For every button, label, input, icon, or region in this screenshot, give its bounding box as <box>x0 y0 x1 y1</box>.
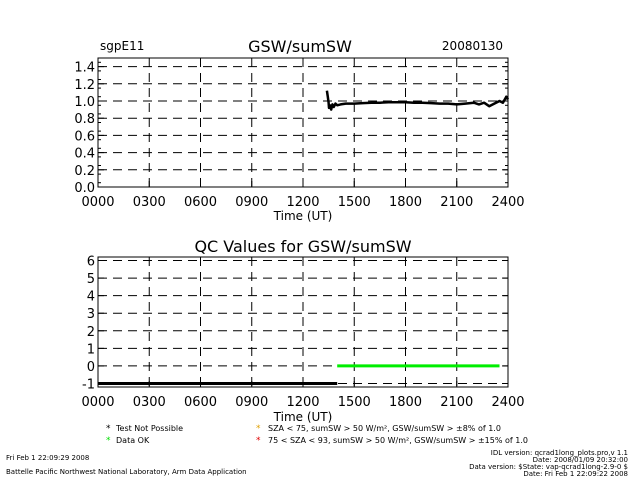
x-tick-label: 1200 <box>286 195 319 210</box>
x-tick-label: 1200 <box>286 395 319 410</box>
x-tick-label: 0300 <box>133 195 166 210</box>
x-tick-label: 2100 <box>440 195 473 210</box>
legend-text-sza-75-93: 75 < SZA < 93, sumSW > 50 W/m², GSW/sumS… <box>268 436 528 445</box>
legend-text-sza-75: SZA < 75, sumSW > 50 W/m², GSW/sumSW > ±… <box>268 424 501 433</box>
x-tick-label: 0300 <box>133 395 166 410</box>
footer-org: Battelle Pacific Northwest National Labo… <box>6 468 247 476</box>
x-tick-label: 0900 <box>235 195 268 210</box>
legend-text-test-not-possible: Test Not Possible <box>115 424 183 433</box>
legend-symbol-data-ok: * <box>106 436 111 446</box>
y-tick-label: 0 <box>87 360 95 375</box>
y-tick-label: 1 <box>87 342 95 357</box>
y-tick-label: 2 <box>87 325 95 340</box>
top-chart: 0.0 0.2 0.4 0.6 0.8 1.0 1.2 1.4 0000 0300 0600 090… <box>74 57 525 223</box>
y-tick-label: 1.0 <box>74 95 95 110</box>
legend-symbol-sza-75-93: * <box>256 436 261 446</box>
footer-data-version: Data version: $State: vap-qcrad1long-2.9… <box>469 463 628 471</box>
y-tick-label: 4 <box>87 290 95 305</box>
x-tick-label: 1800 <box>389 395 422 410</box>
x-tick-label: 2400 <box>491 395 524 410</box>
bottom-chart-series <box>98 364 500 385</box>
top-chart-ticks <box>97 61 509 188</box>
footer-date: Fri Feb 1 22:09:29 2008 <box>6 454 89 462</box>
y-tick-label: 0.4 <box>74 147 95 162</box>
legend: * Test Not Possible * Data OK * SZA < 75… <box>106 424 528 446</box>
bottom-chart-xlabel: Time (UT) <box>273 410 333 424</box>
y-tick-label: 6 <box>87 255 95 270</box>
y-tick-label: 0.8 <box>74 112 95 127</box>
bottom-chart-x-tick-labels: 0000 0300 0600 0900 1200 1500 1800 2100 2400 <box>81 395 524 410</box>
y-tick-label: 0.6 <box>74 129 95 144</box>
legend-symbol-sza-75: * <box>256 424 261 434</box>
x-tick-label: 2100 <box>440 395 473 410</box>
y-tick-label: 5 <box>87 272 95 287</box>
y-tick-label: 0.2 <box>74 164 95 179</box>
bottom-chart: -1 0 1 2 3 4 5 6 0000 0300 0600 0900 1200 1500 1800 21… <box>81 255 524 424</box>
top-chart-title: GSW/sumSW <box>248 37 352 56</box>
x-tick-label: 0600 <box>184 395 217 410</box>
date-label: 20080130 <box>442 39 503 53</box>
series-line <box>325 90 510 111</box>
top-chart-xlabel: Time (UT) <box>273 209 333 223</box>
y-tick-label: 1.2 <box>74 78 95 93</box>
x-tick-label: 0000 <box>81 395 114 410</box>
top-chart-y-tick-labels: 0.0 0.2 0.4 0.6 0.8 1.0 1.2 1.4 <box>74 61 95 196</box>
x-tick-label: 1500 <box>338 195 371 210</box>
top-chart-x-tick-labels: 0000 0300 0600 0900 1200 1500 1800 2100 2400 <box>81 195 524 210</box>
x-tick-label: 1500 <box>338 395 371 410</box>
footer-idl-date: Date: 2008/01/09 20:32:00 <box>533 456 628 464</box>
footer-run-date: Date: Fri Feb 1 22:09:22 2008 <box>523 470 628 478</box>
bottom-chart-grid <box>98 257 508 387</box>
y-tick-label: 1.4 <box>74 61 95 76</box>
y-tick-label: 3 <box>87 307 95 322</box>
footer-idl-version: IDL version: qcrad1long_plots.pro,v 1.1 <box>491 449 628 457</box>
x-tick-label: 2400 <box>491 195 524 210</box>
bottom-chart-title: QC Values for GSW/sumSW <box>194 237 411 256</box>
y-tick-label: -1 <box>82 377 95 392</box>
x-tick-label: 0000 <box>81 195 114 210</box>
site-label: sgpE11 <box>100 39 144 53</box>
x-tick-label: 0600 <box>184 195 217 210</box>
top-chart-grid <box>98 58 508 188</box>
legend-symbol-test-not-possible: * <box>106 424 111 434</box>
bottom-chart-y-tick-labels: -1 0 1 2 3 4 5 6 <box>82 255 95 393</box>
top-chart-series <box>325 90 510 111</box>
y-tick-label: 0.0 <box>74 181 95 196</box>
x-tick-label: 1800 <box>389 195 422 210</box>
x-tick-label: 0900 <box>235 395 268 410</box>
legend-text-data-ok: Data OK <box>116 436 150 445</box>
